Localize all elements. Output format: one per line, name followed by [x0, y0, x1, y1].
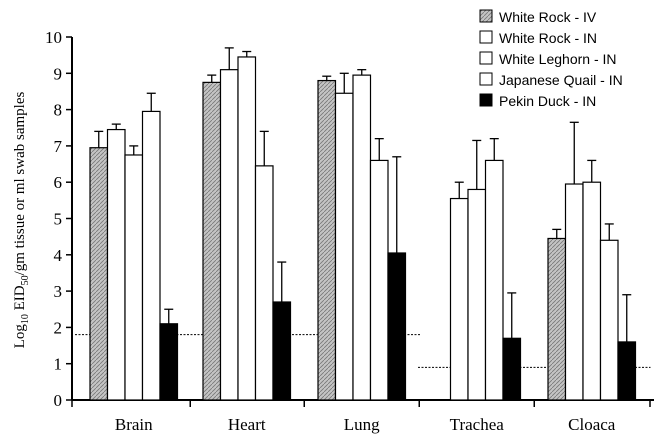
bar	[254, 165, 274, 401]
bar	[502, 337, 522, 401]
category-labels: Brain Heart Lung Trachea Cloaca	[115, 415, 616, 434]
y-tick-label: 6	[54, 173, 63, 192]
bar	[467, 188, 487, 401]
category-label: Cloaca	[568, 415, 616, 434]
y-tick-label: 7	[54, 137, 63, 156]
legend-swatch	[479, 30, 493, 44]
category-label: Trachea	[450, 415, 505, 434]
legend-label: Pekin Duck - IN	[499, 93, 596, 109]
y-axis-label: Log10 EID50/gm tissue or ml swab samples	[12, 92, 31, 349]
y-tick-label: 0	[54, 391, 63, 410]
bar	[369, 159, 389, 401]
legend-swatch	[479, 93, 493, 107]
bar	[599, 239, 619, 401]
y-tick-label: 8	[54, 101, 63, 120]
bar	[484, 159, 504, 401]
bar	[564, 183, 584, 401]
legend-label: White Rock - IV	[499, 9, 597, 25]
y-tick-label: 3	[54, 282, 63, 301]
bar	[124, 154, 144, 401]
bar	[317, 79, 337, 401]
bar	[334, 92, 354, 401]
bar	[202, 81, 222, 401]
y-tick-label: 10	[45, 28, 62, 47]
y-tick-label: 5	[54, 210, 63, 229]
bar	[449, 197, 469, 401]
y-tick-label: 2	[54, 318, 63, 337]
category-label: Brain	[115, 415, 153, 434]
legend-label: White Rock - IN	[499, 30, 597, 46]
legend-label: White Leghorn - IN	[499, 51, 617, 67]
bar	[106, 128, 126, 401]
bar	[582, 181, 602, 401]
y-tick-label: 9	[54, 64, 63, 83]
y-tick-label: 1	[54, 355, 63, 374]
error-bars	[94, 47, 632, 342]
category-label: Heart	[228, 415, 266, 434]
legend-label: Japanese Quail - IN	[499, 72, 623, 88]
bar	[352, 74, 372, 401]
bar	[219, 69, 239, 401]
bar	[159, 323, 179, 401]
bars	[89, 56, 637, 401]
legend-swatch	[479, 9, 493, 23]
legend: White Rock - IV White Rock - IN White Legh…	[479, 9, 623, 109]
y-tick-label: 4	[54, 246, 63, 265]
legend-swatch	[479, 72, 493, 86]
bar	[89, 147, 109, 401]
bar	[272, 301, 292, 401]
bar	[617, 341, 637, 401]
bar	[237, 56, 257, 401]
category-label: Lung	[344, 415, 380, 434]
bar	[547, 237, 567, 401]
bar	[141, 110, 161, 401]
legend-swatch	[479, 51, 493, 65]
bar	[387, 252, 407, 401]
